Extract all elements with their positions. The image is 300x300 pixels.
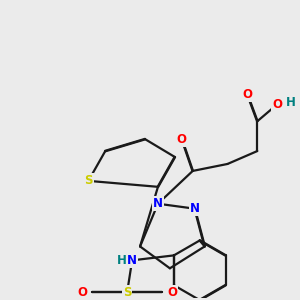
Text: H: H xyxy=(117,254,127,267)
Text: O: O xyxy=(167,286,177,299)
Text: N: N xyxy=(127,254,137,267)
Text: O: O xyxy=(242,88,252,101)
Text: H: H xyxy=(286,96,296,109)
Text: O: O xyxy=(77,286,87,299)
Text: N: N xyxy=(153,197,163,210)
Text: O: O xyxy=(272,98,282,111)
Text: S: S xyxy=(84,174,93,188)
Text: S: S xyxy=(123,286,131,299)
Text: O: O xyxy=(177,133,187,146)
Text: N: N xyxy=(190,202,200,215)
